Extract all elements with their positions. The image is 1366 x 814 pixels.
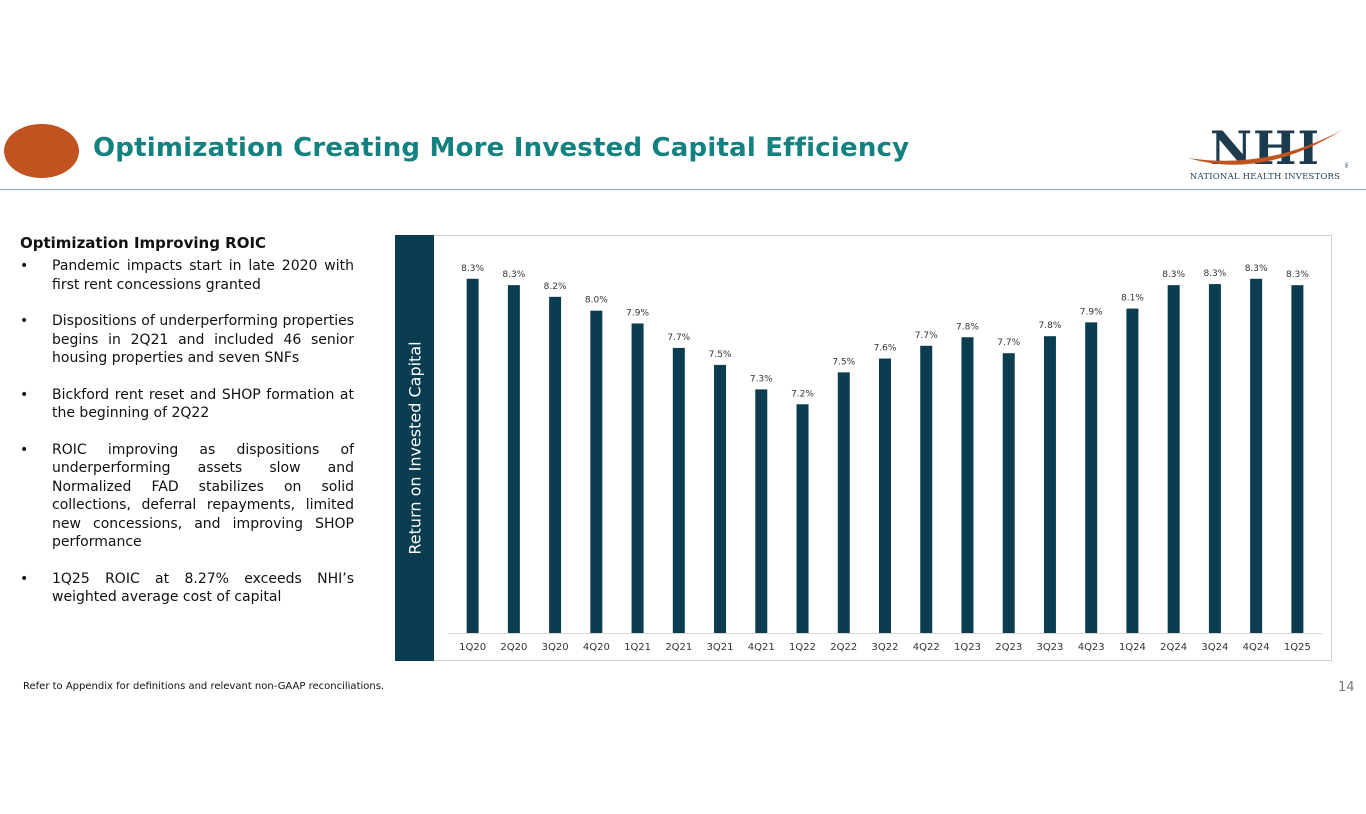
bar-4Q22	[920, 345, 933, 633]
x-tick-label-4Q20: 4Q20	[583, 642, 610, 653]
data-label-4Q21: 7.3%	[750, 374, 773, 384]
logo-registered-mark: ®	[1344, 162, 1348, 170]
data-label-1Q22: 7.2%	[791, 389, 814, 399]
x-tick-label-3Q22: 3Q22	[872, 642, 899, 653]
bar-1Q20	[466, 278, 479, 633]
data-label-4Q24: 8.3%	[1245, 264, 1268, 274]
data-label-3Q20: 8.2%	[544, 282, 567, 292]
commentary-heading: Optimization Improving ROIC	[20, 234, 267, 252]
x-tick-label-4Q23: 4Q23	[1078, 642, 1105, 653]
commentary-panel: Optimization Improving ROIC Pandemic imp…	[20, 234, 354, 625]
bullet-item: Pandemic impacts start in late 2020 with…	[20, 257, 354, 294]
data-label-2Q21: 7.7%	[667, 333, 690, 343]
data-label-1Q24: 8.1%	[1121, 294, 1144, 304]
bar-1Q24	[1126, 308, 1139, 633]
bar-2Q23	[1002, 353, 1015, 633]
x-tick-label-4Q24: 4Q24	[1243, 642, 1270, 653]
data-label-3Q21: 7.5%	[709, 350, 732, 360]
bar-2Q20	[507, 285, 520, 633]
page-number: 14	[1338, 680, 1355, 695]
data-label-1Q20: 8.3%	[461, 264, 484, 274]
footnote: Refer to Appendix for definitions and re…	[23, 681, 385, 692]
data-label-2Q22: 7.5%	[832, 357, 855, 367]
logo-subtitle: NATIONAL HEALTH INVESTORS	[1189, 172, 1341, 182]
data-label-1Q21: 7.9%	[626, 308, 649, 318]
bar-4Q21	[755, 389, 768, 633]
data-label-3Q22: 7.6%	[874, 344, 897, 354]
bar-4Q20	[590, 310, 603, 633]
header-divider	[0, 189, 1366, 190]
x-tick-label-4Q21: 4Q21	[748, 642, 775, 653]
roic-bar-chart: 8.3% 1Q20 8.3% 2Q20 8.2% 3Q20 8.0% 4Q20 7.9% 1Q21…	[448, 264, 1322, 653]
bar-2Q21	[672, 347, 685, 633]
x-tick-label-2Q22: 2Q22	[830, 642, 857, 653]
x-tick-label-3Q21: 3Q21	[707, 642, 734, 653]
bar-2Q22	[837, 372, 850, 633]
x-tick-label-3Q24: 3Q24	[1201, 642, 1228, 653]
x-tick-label-4Q22: 4Q22	[913, 642, 940, 653]
x-tick-label-3Q23: 3Q23	[1036, 642, 1063, 653]
bar-4Q24	[1250, 278, 1263, 633]
bullet-item: 1Q25 ROIC at 8.27% exceeds NHI’s weighte…	[20, 570, 354, 607]
bar-3Q21	[714, 364, 727, 633]
commentary-bullets: Pandemic impacts start in late 2020 with…	[20, 257, 354, 607]
y-axis-band	[395, 235, 434, 661]
bar-4Q23	[1085, 322, 1098, 633]
data-label-1Q23: 7.8%	[956, 322, 979, 332]
y-axis-label: Return on Invested Capital	[405, 341, 425, 555]
bullet-item: Dispositions of underperforming properti…	[20, 312, 354, 368]
bar-1Q25	[1291, 285, 1304, 633]
x-tick-label-2Q21: 2Q21	[665, 642, 692, 653]
bar-2Q24	[1167, 285, 1180, 633]
page-title: Optimization Creating More Invested Capi…	[93, 133, 910, 163]
x-tick-label-1Q21: 1Q21	[624, 642, 651, 653]
data-label-3Q23: 7.8%	[1039, 321, 1062, 331]
bar-3Q23	[1043, 336, 1056, 633]
logo-swoosh-icon	[1188, 130, 1342, 165]
x-tick-label-1Q22: 1Q22	[789, 642, 816, 653]
data-label-4Q22: 7.7%	[915, 331, 938, 341]
bar-1Q23	[961, 337, 974, 633]
data-label-3Q24: 8.3%	[1203, 269, 1226, 279]
bar-1Q21	[631, 323, 644, 633]
x-tick-label-2Q24: 2Q24	[1160, 642, 1187, 653]
data-label-1Q25: 8.3%	[1286, 270, 1309, 280]
bullet-item: Bickford rent reset and SHOP formation a…	[20, 386, 354, 423]
x-tick-label-2Q23: 2Q23	[995, 642, 1022, 653]
bar-3Q24	[1208, 284, 1221, 633]
orange-circle-decoration	[4, 124, 79, 178]
data-label-4Q23: 7.9%	[1080, 307, 1103, 317]
x-tick-label-1Q24: 1Q24	[1119, 642, 1146, 653]
data-label-4Q20: 8.0%	[585, 296, 608, 306]
data-label-2Q20: 8.3%	[502, 270, 525, 280]
bullet-item: ROIC improving as dispositions of underp…	[20, 441, 354, 552]
data-label-2Q24: 8.3%	[1162, 270, 1185, 280]
x-tick-label-2Q20: 2Q20	[500, 642, 527, 653]
bar-1Q22	[796, 404, 809, 633]
bar-3Q20	[549, 296, 562, 633]
x-tick-label-1Q23: 1Q23	[954, 642, 981, 653]
nhi-logo: NHI ®	[1188, 122, 1348, 175]
x-tick-label-3Q20: 3Q20	[542, 642, 569, 653]
bar-3Q22	[879, 358, 891, 633]
x-tick-label-1Q20: 1Q20	[459, 642, 486, 653]
x-tick-label-1Q25: 1Q25	[1284, 642, 1311, 653]
data-label-2Q23: 7.7%	[997, 338, 1020, 348]
